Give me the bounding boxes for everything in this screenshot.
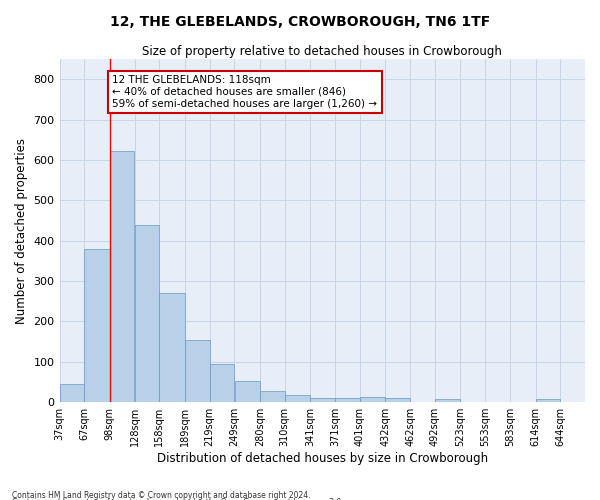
Y-axis label: Number of detached properties: Number of detached properties — [15, 138, 28, 324]
Bar — [59, 384, 84, 402]
Bar — [260, 391, 284, 402]
Bar — [160, 293, 185, 402]
Title: Size of property relative to detached houses in Crowborough: Size of property relative to detached ho… — [142, 45, 502, 58]
Bar — [360, 398, 385, 402]
Bar — [385, 398, 410, 402]
Bar — [285, 396, 310, 402]
Bar — [235, 381, 260, 402]
Bar — [135, 224, 159, 402]
Bar — [185, 340, 209, 402]
X-axis label: Distribution of detached houses by size in Crowborough: Distribution of detached houses by size … — [157, 452, 488, 465]
Text: Contains public sector information licensed under the Open Government Licence v3: Contains public sector information licen… — [12, 498, 344, 500]
Bar — [210, 364, 234, 402]
Text: 12, THE GLEBELANDS, CROWBOROUGH, TN6 1TF: 12, THE GLEBELANDS, CROWBOROUGH, TN6 1TF — [110, 15, 490, 29]
Bar — [335, 398, 359, 402]
Bar — [435, 399, 460, 402]
Text: Contains HM Land Registry data © Crown copyright and database right 2024.: Contains HM Land Registry data © Crown c… — [12, 490, 311, 500]
Bar — [85, 249, 110, 402]
Bar — [536, 399, 560, 402]
Bar — [310, 398, 335, 402]
Bar — [110, 151, 134, 402]
Text: 12 THE GLEBELANDS: 118sqm
← 40% of detached houses are smaller (846)
59% of semi: 12 THE GLEBELANDS: 118sqm ← 40% of detac… — [112, 76, 377, 108]
